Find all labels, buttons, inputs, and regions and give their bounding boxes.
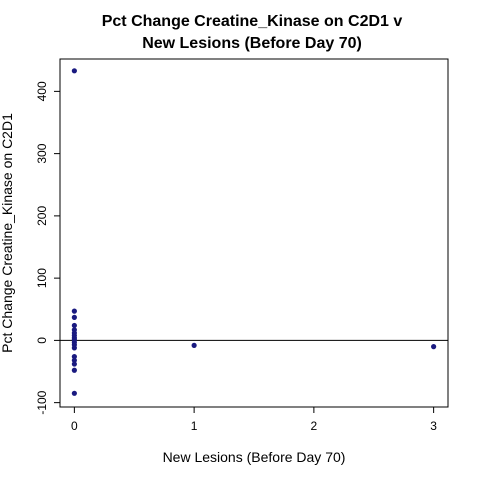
data-point — [71, 357, 77, 363]
x-tick-label: 3 — [430, 419, 437, 433]
data-point — [71, 322, 77, 329]
data-points — [71, 68, 437, 396]
data-point — [71, 361, 77, 367]
x-tick-label: 2 — [311, 419, 318, 433]
data-point — [71, 345, 77, 351]
y-tick-label: 100 — [35, 268, 49, 288]
chart-title-line-1: Pct Change Creatine_Kinase on C2D1 v — [102, 13, 403, 30]
x-axis-label: New Lesions (Before Day 70) — [163, 449, 346, 465]
data-point — [191, 342, 197, 348]
data-point — [431, 344, 437, 350]
chart-title-line-2: New Lesions (Before Day 70) — [142, 35, 362, 52]
data-point — [71, 308, 77, 314]
data-point — [71, 390, 77, 396]
y-tick-label: 400 — [35, 81, 49, 101]
y-tick-label: 300 — [35, 143, 49, 163]
data-point — [71, 353, 77, 360]
y-axis: -100 0 100 200 300 400 — [35, 81, 61, 415]
y-tick-label: 0 — [35, 337, 49, 344]
y-tick-label: 200 — [35, 206, 49, 226]
plot-frame — [59, 58, 449, 408]
x-tick-label: 1 — [191, 419, 198, 433]
x-axis: 0 1 2 3 — [71, 406, 437, 433]
data-point — [71, 68, 77, 74]
y-tick-label: -100 — [35, 390, 49, 414]
x-tick-label: 0 — [71, 419, 78, 433]
y-axis-label: Pct Change Creatine_Kinase on C2D1 — [0, 113, 15, 353]
data-point — [71, 314, 77, 320]
data-point — [71, 367, 77, 373]
